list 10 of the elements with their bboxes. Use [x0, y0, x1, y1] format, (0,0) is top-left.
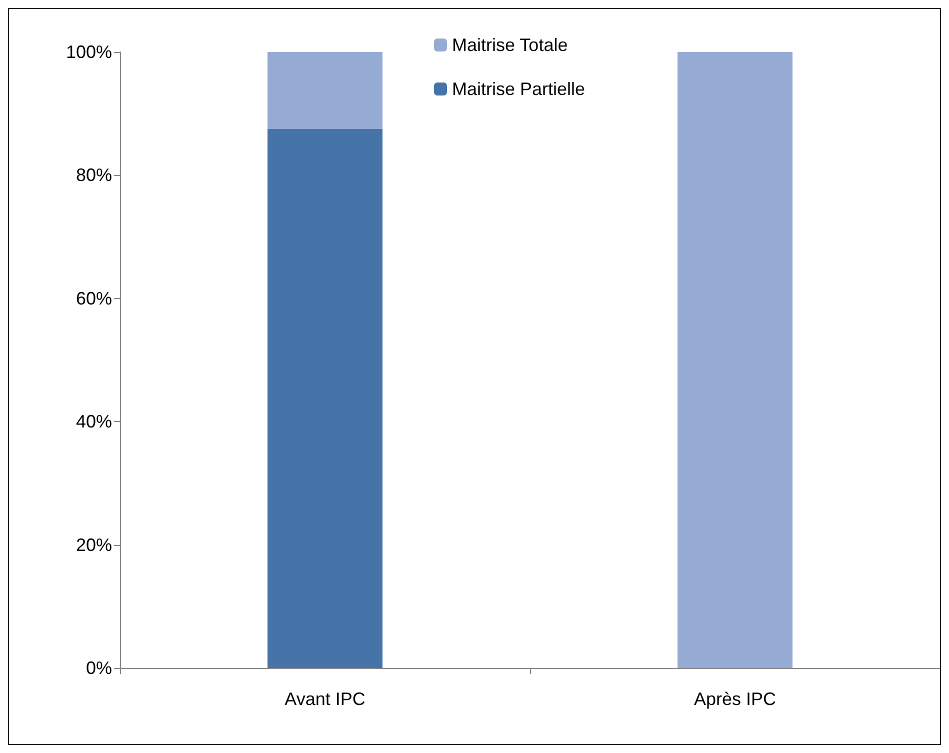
x-tick-label: Après IPC	[694, 689, 776, 709]
y-tick-label: 20%	[76, 534, 112, 555]
x-tick-label: Avant IPC	[284, 689, 366, 709]
y-tick-label: 80%	[76, 165, 112, 186]
y-tick-label: 40%	[76, 412, 112, 432]
y-tick-label: 100%	[66, 42, 112, 62]
y-tick-label: 0%	[86, 658, 112, 678]
legend-label: Maitrise Totale	[452, 35, 568, 55]
legend-label: Maitrise Partielle	[452, 79, 586, 99]
y-tick-label: 60%	[76, 288, 112, 308]
